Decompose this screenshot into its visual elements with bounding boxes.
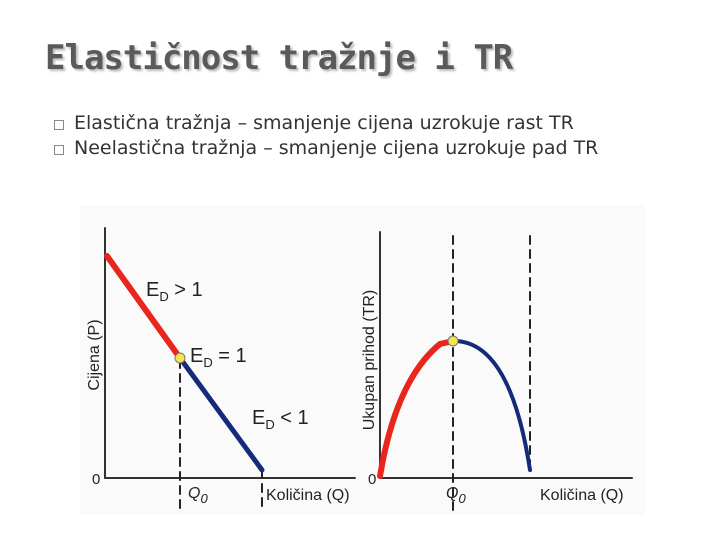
bullet: Neelastična tražnja – smanjenje cijena u…: [52, 137, 612, 159]
subscript: D: [265, 417, 274, 432]
left-chart: ED > 1 ED = 1 ED < 1 Cijena (P) 0 Q0 Kol…: [86, 227, 356, 513]
demand-elastic: [104, 253, 183, 361]
title: Elastičnost tražnje i TR: [45, 38, 513, 78]
label: ED < 1: [252, 407, 309, 432]
subscript: 0: [200, 491, 208, 506]
y-label: Cijena (P): [86, 319, 103, 390]
x-label: Količina (Q): [540, 487, 624, 504]
demand-inelastic: [177, 355, 265, 473]
q0-label: Q0: [188, 485, 208, 506]
subscript: D: [203, 355, 212, 370]
subscript: 0: [458, 491, 466, 506]
bullet: Elastična tražnja – smanjenje cijena uzr…: [52, 112, 612, 134]
label-part: E: [190, 345, 203, 367]
label-part: > 1: [169, 279, 203, 301]
label: ED = 1: [190, 345, 247, 370]
label-part: Q: [446, 485, 458, 502]
label-part: E: [252, 407, 265, 429]
tr-rising: [377, 338, 456, 479]
right-chart: Ukupan prihod (TR) 0 Q0 Količina (Q): [361, 231, 633, 513]
figure-bg: [80, 205, 646, 515]
subscript: D: [159, 289, 168, 304]
bullet-list: Elastična tražnja – smanjenje cijena uzr…: [52, 112, 612, 162]
unit-point: [174, 352, 186, 364]
label: ED > 1: [146, 279, 203, 304]
x-label: Količina (Q): [266, 487, 350, 504]
y-label: Ukupan prihod (TR): [361, 290, 378, 431]
label-part: E: [146, 279, 159, 301]
origin: 0: [92, 471, 100, 488]
origin: 0: [368, 471, 376, 488]
label-part: < 1: [275, 407, 309, 429]
label-part: = 1: [213, 345, 247, 367]
q0-label: Q0: [446, 485, 466, 506]
tr-falling: [451, 338, 532, 472]
max-point: [447, 335, 459, 347]
label-part: Q: [188, 485, 200, 502]
